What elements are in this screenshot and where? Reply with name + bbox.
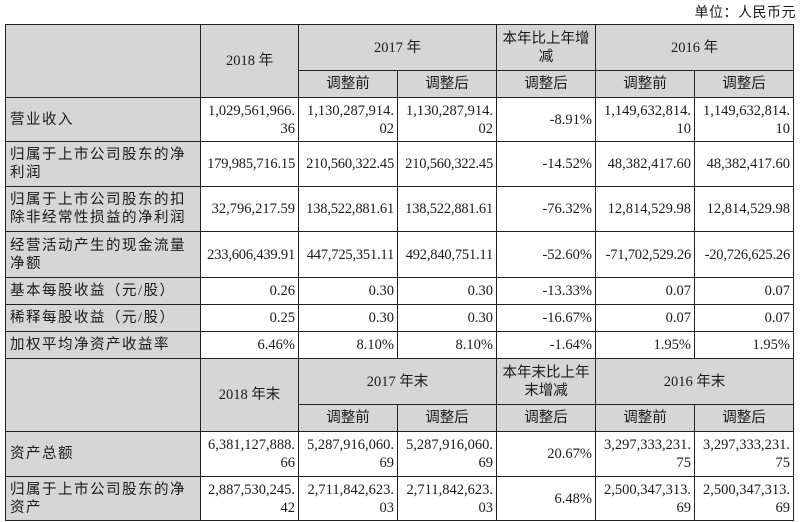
header-2018: 2018 年: [200, 24, 299, 98]
header2-2017: 2017 年末: [298, 358, 497, 405]
value-2016-after: -20,726,625.26: [694, 231, 794, 278]
value-2017-before: 2,711,842,623.03: [298, 476, 398, 521]
header2-2018: 2018 年末: [200, 358, 299, 432]
value-2016-after: 2,500,347,313.69: [694, 476, 794, 521]
value-2017-before: 447,725,351.11: [298, 231, 398, 278]
sub-2016-after: 调整后: [694, 70, 794, 98]
table-row: 稀释每股收益（元/股） 0.25 0.30 0.30 -16.67% 0.07 …: [5, 304, 794, 332]
row-label: 经营活动产生的现金流量净额: [5, 231, 201, 278]
sub-2017-before: 调整前: [298, 70, 398, 98]
header-row-2: 2018 年末 2017 年末 本年末比上年末增减 2016 年末: [5, 358, 794, 432]
value-2018: 32,796,217.59: [200, 186, 299, 232]
value-2017-after: 1,130,287,914.02: [397, 97, 497, 142]
row-label: 稀释每股收益（元/股）: [5, 304, 201, 332]
value-2016-before: -71,702,529.26: [595, 231, 695, 278]
sub2-2016-after: 调整后: [694, 404, 794, 432]
table-row: 归属于上市公司股东的净利润 179,985,716.15 210,560,322…: [5, 141, 794, 187]
sub-2016-before: 调整前: [595, 70, 695, 98]
value-2016-before: 48,382,417.60: [595, 141, 695, 187]
table-row: 经营活动产生的现金流量净额 233,606,439.91 447,725,351…: [5, 231, 794, 278]
value-2018: 6,381,127,888.66: [200, 431, 299, 477]
value-2017-before: 0.30: [298, 277, 398, 305]
row-label: 营业收入: [5, 97, 201, 142]
value-2017-before: 210,560,322.45: [298, 141, 398, 187]
value-change: -76.32%: [496, 186, 596, 232]
header2-change: 本年末比上年末增减: [496, 358, 596, 405]
value-2018: 0.25: [200, 304, 299, 332]
value-2016-before: 1,149,632,814.10: [595, 97, 695, 142]
value-change: -8.91%: [496, 97, 596, 142]
table-row: 基本每股收益（元/股） 0.26 0.30 0.30 -13.33% 0.07 …: [5, 277, 794, 305]
financial-summary-table: 2018 年 2017 年 本年比上年增减 2016 年 调整前 调整后 调整后…: [5, 24, 794, 521]
sub2-2017-before: 调整前: [298, 404, 398, 432]
header-row-1: 2018 年 2017 年 本年比上年增减 2016 年: [5, 24, 794, 98]
header-change: 本年比上年增减: [496, 24, 596, 71]
value-2016-after: 0.07: [694, 304, 794, 332]
value-change: 6.48%: [496, 476, 596, 521]
header-2016: 2016 年: [595, 24, 794, 71]
value-2018: 1,029,561,966.36: [200, 97, 299, 142]
value-change: -1.64%: [496, 331, 596, 359]
header2-2016: 2016 年末: [595, 358, 794, 405]
header-2017: 2017 年: [298, 24, 497, 71]
header-row-1-sub: 调整前 调整后 调整后 调整前 调整后: [6, 70, 794, 98]
value-change: -52.60%: [496, 231, 596, 278]
value-change: -14.52%: [496, 141, 596, 187]
value-2016-after: 1,149,632,814.10: [694, 97, 794, 142]
row-label: 资产总额: [5, 431, 201, 477]
value-2016-before: 0.07: [595, 304, 695, 332]
table-row: 加权平均净资产收益率 6.46% 8.10% 8.10% -1.64% 1.95…: [5, 331, 794, 359]
value-2018: 179,985,716.15: [200, 141, 299, 187]
table-row: 营业收入 1,029,561,966.36 1,130,287,914.02 1…: [5, 97, 794, 142]
row-label: 加权平均净资产收益率: [5, 331, 201, 359]
value-2017-before: 8.10%: [298, 331, 398, 359]
unit-label: 单位：人民币元: [694, 5, 796, 21]
value-2016-after: 48,382,417.60: [694, 141, 794, 187]
sub2-2016-before: 调整前: [595, 404, 695, 432]
value-2017-after: 5,287,916,060.69: [397, 431, 497, 477]
sub2-change-after: 调整后: [496, 404, 596, 432]
table-row: 资产总额 6,381,127,888.66 5,287,916,060.69 5…: [5, 431, 794, 477]
value-2018: 0.26: [200, 277, 299, 305]
row-label: 归属于上市公司股东的净利润: [5, 141, 201, 187]
value-2017-before: 0.30: [298, 304, 398, 332]
value-2017-after: 210,560,322.45: [397, 141, 497, 187]
value-2016-before: 1.95%: [595, 331, 695, 359]
value-2017-after: 138,522,881.61: [397, 186, 497, 232]
row-label: 归属于上市公司股东的净资产: [5, 476, 201, 521]
value-2017-after: 2,711,842,623.03: [397, 476, 497, 521]
row-label: 归属于上市公司股东的扣除非经常性损益的净利润: [5, 186, 201, 232]
sub2-2017-after: 调整后: [397, 404, 497, 432]
value-2016-before: 3,297,333,231.75: [595, 431, 695, 477]
header-row-2-sub: 调整前 调整后 调整后 调整前 调整后: [6, 404, 794, 432]
table-row: 归属于上市公司股东的扣除非经常性损益的净利润 32,796,217.59 138…: [5, 186, 794, 232]
value-change: -16.67%: [496, 304, 596, 332]
sub-change-after: 调整后: [496, 70, 596, 98]
table-row: 归属于上市公司股东的净资产 2,887,530,245.42 2,711,842…: [5, 476, 794, 521]
value-2016-before: 12,814,529.98: [595, 186, 695, 232]
value-2017-after: 0.30: [397, 304, 497, 332]
value-2017-after: 8.10%: [397, 331, 497, 359]
value-2017-after: 492,840,751.11: [397, 231, 497, 278]
header-blank-cell: [5, 24, 201, 98]
value-2017-before: 1,130,287,914.02: [298, 97, 398, 142]
value-2016-after: 12,814,529.98: [694, 186, 794, 232]
value-change: -13.33%: [496, 277, 596, 305]
value-2016-after: 3,297,333,231.75: [694, 431, 794, 477]
value-change: 20.67%: [496, 431, 596, 477]
header2-blank-cell: [5, 358, 201, 432]
row-label: 基本每股收益（元/股）: [5, 277, 201, 305]
sub-2017-after: 调整后: [397, 70, 497, 98]
value-2018: 233,606,439.91: [200, 231, 299, 278]
value-2018: 6.46%: [200, 331, 299, 359]
value-2018: 2,887,530,245.42: [200, 476, 299, 521]
value-2016-before: 0.07: [595, 277, 695, 305]
value-2016-after: 1.95%: [694, 331, 794, 359]
value-2017-after: 0.30: [397, 277, 497, 305]
value-2017-before: 5,287,916,060.69: [298, 431, 398, 477]
value-2016-after: 0.07: [694, 277, 794, 305]
value-2016-before: 2,500,347,313.69: [595, 476, 695, 521]
value-2017-before: 138,522,881.61: [298, 186, 398, 232]
